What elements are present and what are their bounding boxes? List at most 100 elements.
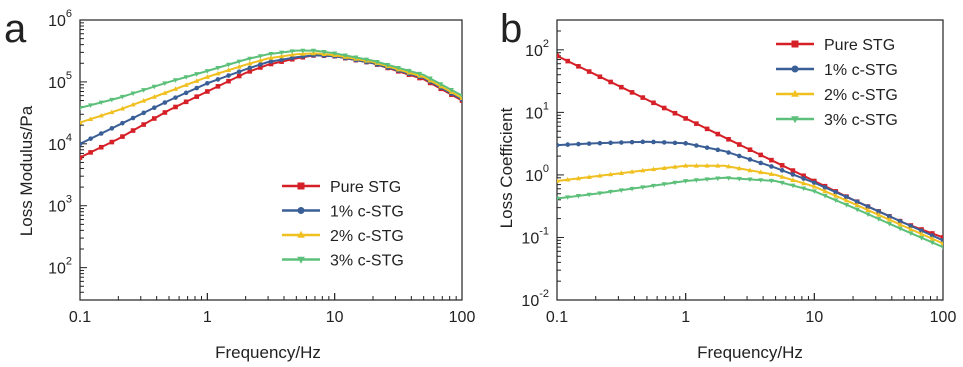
panel-b-series-1-marker <box>661 140 667 145</box>
panel-b-series-0-marker <box>769 157 774 163</box>
panel-b-ytick-base: 10 <box>525 43 543 60</box>
panel-a-series-2-marker <box>226 67 232 73</box>
panel-b-series-3-marker <box>929 240 935 246</box>
panel-a-ytick-exp: 3 <box>66 194 72 206</box>
panel-a-series-3-marker <box>385 62 391 68</box>
panel-b-series-3-marker <box>897 226 903 232</box>
panel-a: a Loss Modulus/Pa Frequency/Hz 0.1 1 10 100… <box>4 7 475 362</box>
panel-a-series-0-marker <box>183 99 189 105</box>
panel-a-series-3-marker <box>183 75 189 80</box>
panel-a-axes-frame <box>79 19 463 301</box>
panel-a-series-0-marker <box>215 84 221 89</box>
panel-b-series-2-marker <box>565 176 571 182</box>
panel-a-series-3-marker <box>459 93 462 99</box>
panel-b-series-2-marker <box>876 212 882 217</box>
panel-a-series-2-marker <box>279 53 285 59</box>
panel-a-series-3-marker <box>438 82 444 87</box>
panel-a-series-1-marker <box>98 131 104 136</box>
panel-b-series-3-marker <box>790 183 796 189</box>
panel-b-series-3-marker <box>715 176 721 182</box>
panel-a-series-0-marker <box>151 116 157 121</box>
panel-b-series-1-marker <box>726 150 731 155</box>
panel-a-series-1-marker <box>183 90 189 96</box>
panel-b-series-2-marker <box>758 169 764 175</box>
panel-a-series-3-marker <box>279 50 285 56</box>
panel-b-series-2-marker <box>811 183 817 189</box>
panel-a-xtick-label: 1 <box>203 309 212 326</box>
panel-a-xtick-label: 0.1 <box>69 309 91 326</box>
panel-b-ytick-base: 10 <box>525 168 543 185</box>
panel-b-series-2-marker <box>822 188 828 194</box>
panel-a-legend-marker-1 <box>297 207 305 214</box>
panel-a-ylabel: Loss Modulus/Pa <box>17 105 36 236</box>
panel-a-series-1-marker <box>226 73 231 78</box>
panel-a-series-3-marker <box>194 72 200 77</box>
panel-a-series-3-marker <box>172 78 179 83</box>
panel-b-series-group <box>557 53 943 250</box>
panel-a-series-2-marker <box>130 101 136 107</box>
panel-b-series-3-marker <box>833 198 839 204</box>
panel-a-series-0-marker <box>236 73 242 79</box>
panel-a-series-1-marker <box>247 65 253 71</box>
panel-b-series-1-marker <box>576 141 581 147</box>
panel-a-series-1-marker <box>236 69 242 74</box>
panel-a-ytick-exp: 5 <box>66 70 72 82</box>
panel-b-series-3-marker <box>822 193 828 199</box>
panel-b-series-3-marker <box>811 189 817 194</box>
panel-b-series-3-marker <box>747 177 753 183</box>
panel-a-series-2-marker <box>98 112 104 118</box>
panel-b-series-1-marker <box>715 147 721 153</box>
panel-b-series-3-marker <box>919 235 925 241</box>
panel-b-series-3-marker <box>629 186 635 192</box>
panel-b-series-0-marker <box>597 74 603 80</box>
panel-b-series-1-marker <box>694 143 699 148</box>
panel-a-series-3-marker <box>119 94 125 100</box>
panel-b-series-1-marker <box>769 164 774 169</box>
panel-b-series-3-marker <box>650 183 657 189</box>
panel-a-series-0-marker <box>141 122 146 127</box>
panel-b-series-1-marker <box>597 140 603 146</box>
panel-a-series-2-marker <box>162 90 168 95</box>
panel-b-series-3-marker <box>854 207 860 213</box>
panel-a-ytick-base: 10 <box>48 75 66 92</box>
panel-a-series-2-marker <box>109 109 115 115</box>
panel-b-series-2-marker <box>672 164 678 169</box>
panel-b-series-0-marker <box>801 173 806 179</box>
panel-a-ytick-label: 104 <box>48 132 72 154</box>
panel-b-series-2-marker <box>683 163 689 168</box>
panel-b-series-0-marker <box>704 126 710 132</box>
panel-a-series-2-marker <box>236 63 242 69</box>
panel-b-ytick-exp: -2 <box>539 288 549 300</box>
panel-a-legend-label-2: 2% c-STG <box>330 228 404 245</box>
panel-a-series-3-marker <box>448 88 454 93</box>
panel-b-ytick-base: 10 <box>521 293 539 310</box>
panel-a-series-0-marker <box>226 78 231 84</box>
panel-a-series-3-marker <box>257 54 263 59</box>
panel-a-series-3-marker <box>141 88 147 93</box>
panel-a-series-0-marker <box>205 89 210 94</box>
panel-b-series-line-2 <box>557 164 943 245</box>
panel-b-series-3-marker <box>801 186 807 192</box>
panel-a-series-1-marker <box>173 95 178 100</box>
panel-b-series-2-marker <box>865 207 871 212</box>
panel-b-series-1-marker <box>812 180 817 186</box>
panel-a-series-0-marker <box>268 61 274 67</box>
panel-b-series-1-marker <box>565 142 571 147</box>
panel-b-series-0-marker <box>790 168 796 173</box>
panel-b-series-0-marker <box>565 58 571 64</box>
panel-a-series-0-marker <box>173 104 178 110</box>
panel-b-series-0-marker <box>557 53 560 59</box>
panel-a-series-1-marker <box>279 57 284 63</box>
panel-b-series-1-marker <box>608 140 613 146</box>
panel-a-series-3-marker <box>363 57 370 63</box>
panel-a-series-1-marker <box>268 59 274 64</box>
panel-a-ytick-exp: 2 <box>66 256 72 268</box>
panel-a-series-0-marker <box>247 69 253 74</box>
panel-b-series-3-marker <box>693 178 699 183</box>
panel-a-series-3-marker <box>162 81 168 86</box>
panel-a-legend-marker-3 <box>297 256 305 264</box>
panel-a-series-2-marker <box>215 70 221 76</box>
panel-b-label: b <box>500 7 522 51</box>
panel-a-series-2-marker <box>151 94 157 99</box>
